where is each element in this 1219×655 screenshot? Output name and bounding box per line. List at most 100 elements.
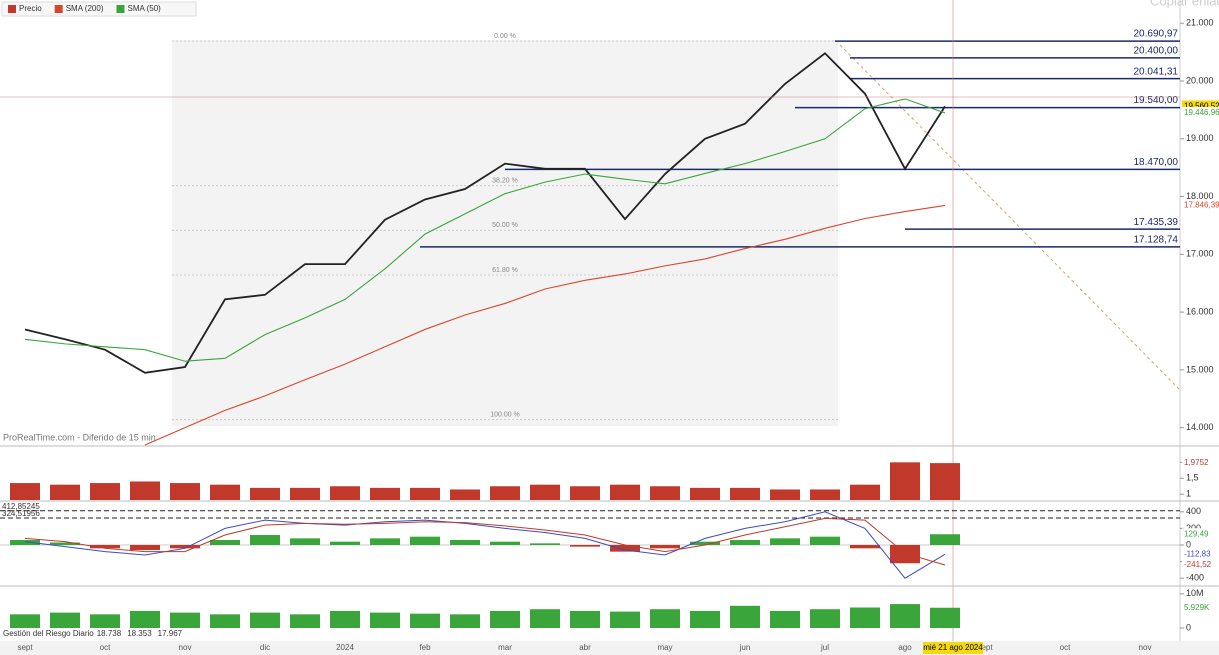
x-tick-label: abr — [579, 643, 591, 652]
bar — [50, 484, 80, 500]
x-tick-label: oct — [1060, 643, 1071, 652]
last-value-box — [1182, 457, 1219, 470]
x-tick-label: sept — [977, 643, 993, 652]
x-tick-label: oct — [100, 643, 111, 652]
bar — [890, 462, 920, 500]
bar — [290, 614, 320, 628]
bar — [210, 614, 240, 628]
legend-item: Precio — [19, 4, 42, 13]
bar — [930, 534, 960, 545]
bar — [690, 487, 720, 500]
bar — [410, 487, 440, 500]
last-value-box — [1182, 601, 1219, 614]
y-tick-label: 400 — [1186, 506, 1201, 516]
last-value-box — [1182, 199, 1219, 212]
bar — [450, 614, 480, 628]
bar — [530, 484, 560, 500]
indicator-title: Gestión del Riesgo Diario — [3, 629, 94, 638]
y-tick-label: 21.000 — [1186, 18, 1214, 28]
x-tick-label: ago — [898, 643, 912, 652]
bar — [90, 544, 120, 549]
bar — [410, 613, 440, 628]
last-value-label: 17.846,39 — [1184, 201, 1219, 210]
x-tick-label: may — [657, 643, 672, 652]
bar — [650, 486, 680, 500]
level-label: 19.540,00 — [1134, 95, 1179, 106]
bar — [930, 463, 960, 500]
legend-item: SMA (200) — [66, 4, 104, 13]
y-tick-label: 0 — [1186, 622, 1191, 632]
last-value-box — [1182, 559, 1219, 572]
bar — [50, 612, 80, 628]
bar — [250, 612, 280, 628]
bar — [90, 483, 120, 500]
last-value-box — [1182, 106, 1219, 119]
y-tick-label: 16.000 — [1186, 306, 1214, 316]
bar — [810, 609, 840, 628]
bar — [810, 536, 840, 545]
bar — [610, 544, 640, 552]
level-label: 20.690,97 — [1134, 29, 1179, 40]
threshold-label: 324,51956 — [2, 509, 40, 518]
bar — [810, 489, 840, 500]
overlay-text[interactable]: Copiar enlace — [1150, 0, 1219, 8]
bar — [890, 544, 920, 564]
legend-item: SMA (50) — [127, 4, 161, 13]
last-value-box — [1182, 548, 1219, 561]
y-tick-label: 18.000 — [1186, 191, 1214, 201]
bar — [850, 484, 880, 500]
bar — [290, 538, 320, 545]
y-tick-label: 17.000 — [1186, 249, 1214, 259]
bar — [90, 614, 120, 628]
y-tick-label: 1 — [1186, 489, 1191, 499]
bar — [570, 544, 600, 547]
bar — [770, 610, 800, 628]
bar — [50, 542, 80, 545]
bar — [370, 538, 400, 545]
y-tick-label: -400 — [1186, 573, 1204, 583]
trend-line — [839, 44, 1181, 391]
x-tick-label: mar — [498, 643, 512, 652]
series-line — [144, 204, 946, 446]
bar — [210, 484, 240, 500]
bar — [650, 544, 680, 549]
bar — [170, 483, 200, 500]
bar — [530, 609, 560, 628]
y-tick-label: 19.000 — [1186, 133, 1214, 143]
legend-swatch — [54, 5, 63, 13]
last-value-label: 129,49 — [1184, 529, 1209, 538]
last-value-label: 19.560,52 — [1184, 102, 1219, 111]
bar — [490, 486, 520, 500]
y-tick-label: 1,5 — [1186, 473, 1199, 483]
bar — [890, 604, 920, 628]
bar — [690, 541, 720, 545]
fib-label: 100.00 % — [490, 411, 520, 418]
fib-label: 61.80 % — [492, 267, 518, 274]
bar — [370, 487, 400, 500]
x-tick-label: jun — [739, 643, 751, 652]
bar — [610, 611, 640, 628]
indicator-reading: 18.738 — [97, 629, 122, 638]
bar — [850, 607, 880, 628]
x-tick-label: dic — [260, 643, 270, 652]
level-label: 20.041,31 — [1134, 66, 1179, 77]
last-value-label: 5.929K — [1184, 603, 1210, 612]
bar — [610, 484, 640, 500]
bar — [250, 535, 280, 545]
bar — [770, 538, 800, 545]
series-line — [24, 517, 946, 566]
source-note: ProRealTime.com - Diferido de 15 min — [3, 432, 156, 442]
level-label: 17.435,39 — [1134, 217, 1179, 228]
bar — [690, 610, 720, 628]
last-value-label: 19.446,96 — [1184, 108, 1219, 117]
threshold-label: 412,85245 — [2, 502, 40, 511]
legend-box — [1, 1, 197, 17]
fibonacci-zone — [172, 40, 838, 426]
bar — [450, 540, 480, 545]
bar — [490, 610, 520, 628]
last-value-label: -241,52 — [1184, 560, 1212, 569]
bar — [330, 610, 360, 628]
bar — [770, 489, 800, 500]
bar — [570, 610, 600, 628]
